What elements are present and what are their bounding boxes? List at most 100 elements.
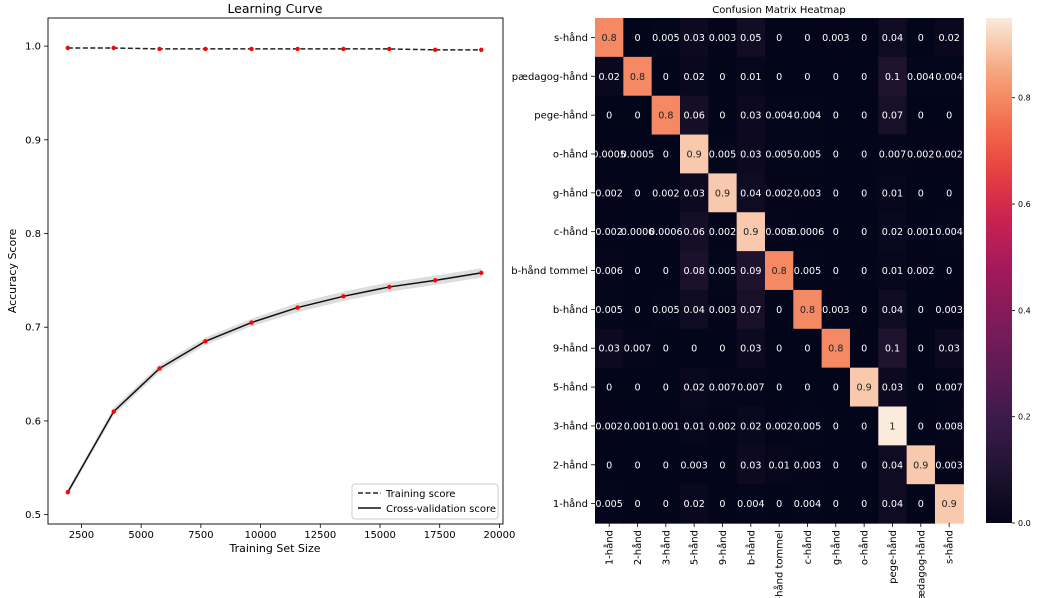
heatmap-cell-value: 0.02 — [683, 72, 704, 83]
heatmap-cell-value: 0 — [833, 421, 839, 432]
x-tick-label: 12500 — [304, 530, 336, 541]
heatmap-cell-value: 0.03 — [740, 460, 761, 471]
heatmap-cell-value: 0.007 — [737, 383, 764, 394]
heatmap-cell-value: 0.01 — [683, 421, 704, 432]
heatmap-cell-value: 0.06 — [683, 227, 704, 238]
heatmap-cell-value: 0.0006 — [791, 227, 825, 238]
heatmap-cell-value: 0.003 — [935, 305, 962, 316]
point-training-score — [387, 46, 392, 52]
heatmap-cell-value: 0.05 — [740, 33, 761, 44]
heatmap-cell — [736, 95, 766, 136]
heatmap-cell — [934, 445, 964, 485]
heatmap-cell — [736, 251, 766, 291]
heatmap-cell-value: 0.03 — [882, 383, 903, 394]
heatmap-cell — [793, 406, 823, 446]
heatmap-cell — [934, 406, 964, 446]
heatmap-cell-value: 0 — [833, 266, 839, 277]
col-label-b-h-nd-tommel: b-hånd tommel — [773, 530, 786, 598]
y-tick-label: 1.0 — [25, 42, 41, 53]
heatmap-cell — [623, 212, 653, 252]
heatmap-cell-value: 0.8 — [630, 72, 645, 83]
heatmap-cell-value: 0 — [776, 305, 782, 316]
heatmap-cell-value: 0.007 — [624, 344, 651, 355]
heatmap-cell-value: 0.004 — [794, 499, 821, 510]
point-cross-validation-score — [341, 294, 346, 299]
heatmap-cell-value: 0.001 — [652, 421, 679, 432]
heatmap-cell — [934, 367, 964, 408]
heatmap-cell-value: 0 — [918, 33, 924, 44]
heatmap-cell — [764, 173, 794, 213]
heatmap-cell — [793, 18, 823, 58]
heatmap-cell-value: 0 — [776, 344, 782, 355]
heatmap-cell — [595, 484, 624, 524]
heatmap-cell — [623, 18, 653, 58]
heatmap-cell — [651, 367, 681, 408]
heatmap-cell — [623, 367, 653, 408]
heatmap-cell — [849, 56, 879, 97]
heatmap-cell — [595, 367, 624, 408]
heatmap-cell — [764, 406, 794, 446]
heatmap-cell-value: 0.005 — [709, 149, 736, 160]
heatmap-cell-value: 0.8 — [602, 33, 617, 44]
heatmap-cell-value: 0 — [663, 499, 669, 510]
heatmap-cell — [878, 289, 908, 330]
heatmap-cell — [651, 134, 681, 174]
heatmap-cell-value: 0.02 — [882, 227, 903, 238]
heatmap-cell — [708, 289, 738, 330]
heatmap-cell-value: 0.03 — [938, 344, 959, 355]
heatmap-cell — [849, 212, 879, 252]
heatmap-cell — [821, 18, 851, 58]
learning-curve-frame — [47, 17, 504, 525]
col-label-p-dagog-h-nd: pædagog-hånd — [914, 530, 927, 598]
heatmap-cell — [793, 367, 823, 408]
heatmap-cell-value: 0.03 — [740, 149, 761, 160]
heatmap-cell — [821, 484, 851, 524]
heatmap-col-ticks: 1-hånd 2-hånd 3-hånd 5-hånd 9-hånd b-hånd b-hå… — [603, 523, 956, 598]
row-label-p-dagog-h-nd: pædagog-hånd — [512, 70, 588, 83]
heatmap-cell — [821, 56, 851, 97]
heatmap-cell-value: 0 — [776, 499, 782, 510]
heatmap-cell — [595, 56, 624, 97]
heatmap-cell — [906, 18, 936, 58]
row-label-9-h-nd: 9-hånd — [553, 342, 588, 355]
row-label-b-h-nd-tommel: b-hånd tommel — [511, 264, 588, 277]
heatmap-cell — [708, 134, 738, 174]
colorbar-tick-label: 0.6 — [1018, 200, 1031, 209]
learning-curve-title: Learning Curve — [227, 1, 322, 16]
heatmap-cell-value: 0 — [634, 383, 640, 394]
heatmap-cell — [906, 173, 936, 213]
heatmap-cell — [708, 484, 738, 524]
heatmap-cell-value: 0 — [663, 72, 669, 83]
heatmap-cell — [878, 328, 908, 369]
heatmap-cell-value: 0.04 — [882, 33, 903, 44]
heatmap-cell — [708, 95, 738, 136]
heatmap-cell — [736, 406, 766, 446]
heatmap-cell — [821, 251, 851, 291]
heatmap-cell — [793, 484, 823, 524]
heatmap-cell-value: 0.07 — [740, 305, 761, 316]
heatmap-cell-value: 0.04 — [740, 188, 761, 199]
heatmap-cell — [849, 18, 879, 58]
heatmap-cell — [906, 328, 936, 369]
heatmap-cell — [849, 134, 879, 174]
heatmap-cell-value: 0 — [776, 33, 782, 44]
heatmap-cell — [736, 56, 766, 97]
learning-curve-x-ticks: 2500 5000 7500 10000 12500 15000 17500 20000 — [69, 524, 515, 541]
point-training-score — [157, 46, 162, 52]
colorbar-gradient — [986, 18, 1012, 523]
heatmap-cell-value: 0 — [946, 111, 952, 122]
heatmap-cell — [651, 328, 681, 369]
heatmap-cell — [651, 484, 681, 524]
heatmap-cell-value: 0.01 — [882, 188, 903, 199]
y-tick-label: 0.5 — [25, 510, 41, 521]
heatmap-cell — [878, 134, 908, 174]
heatmap-cell — [906, 367, 936, 408]
heatmap-cell — [679, 251, 709, 291]
heatmap-cell — [736, 212, 766, 252]
heatmap-cell — [708, 56, 738, 97]
heatmap-cell-value: 0.01 — [882, 266, 903, 277]
point-training-score — [203, 46, 208, 52]
heatmap-cell-value: 0 — [861, 149, 867, 160]
point-training-score — [295, 46, 300, 52]
col-label-9-h-nd: 9-hånd — [716, 530, 729, 565]
